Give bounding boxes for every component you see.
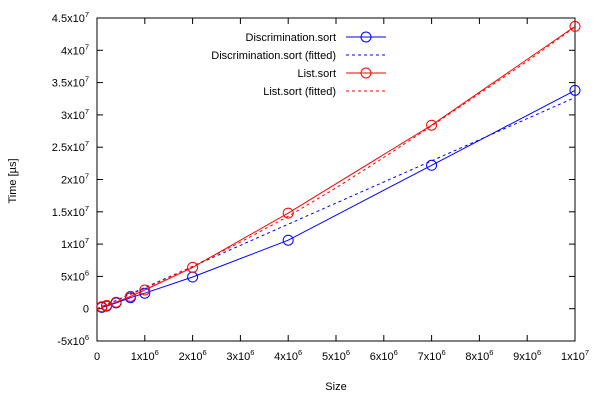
x-tick-label: 6x106 bbox=[370, 348, 398, 363]
series-line bbox=[101, 89, 576, 308]
y-tick-label: 3x107 bbox=[61, 107, 89, 122]
data-point bbox=[426, 119, 438, 131]
x-tick-label: 2x106 bbox=[179, 348, 207, 363]
legend-item: Discrimination.sort (fitted) bbox=[211, 50, 386, 62]
legend-marker bbox=[360, 67, 372, 79]
y-tick-label: 4.5x107 bbox=[52, 10, 89, 25]
legend-marker bbox=[360, 31, 372, 43]
data-point bbox=[569, 84, 581, 96]
data-point bbox=[282, 234, 294, 246]
x-tick-label: 1x106 bbox=[131, 348, 159, 363]
y-tick-label: 1x107 bbox=[61, 236, 89, 251]
data-point bbox=[569, 20, 581, 32]
series-line bbox=[101, 25, 576, 308]
axes: 0 1x106 2x106 3x106 4x106 5x106 6x106 7x106 8x10… bbox=[52, 10, 589, 363]
data-point bbox=[139, 284, 151, 296]
x-tick-label: 1x107 bbox=[561, 348, 589, 363]
legend-label: List.sort (fitted) bbox=[263, 86, 336, 98]
data-point bbox=[96, 301, 108, 313]
y-tick-label: 5x106 bbox=[61, 268, 89, 283]
data-point bbox=[101, 299, 113, 311]
y-tick-label: 0 bbox=[83, 304, 89, 316]
y-tick-label: 1.5x107 bbox=[52, 204, 89, 219]
x-tick-label: 7x106 bbox=[418, 348, 446, 363]
data-point bbox=[426, 159, 438, 171]
data-point bbox=[139, 287, 151, 299]
x-tick-label: 8x106 bbox=[465, 348, 493, 363]
data-point bbox=[110, 296, 122, 308]
y-tick-label: -5x106 bbox=[57, 333, 89, 348]
series-4 bbox=[96, 26, 576, 310]
legend-item: Discrimination.sort bbox=[246, 31, 386, 44]
legend-item: List.sort bbox=[297, 67, 386, 80]
data-point bbox=[187, 261, 199, 273]
x-axis-label: Size bbox=[325, 381, 346, 393]
x-tick-label: 9x106 bbox=[513, 348, 541, 363]
x-tick-label: 5x106 bbox=[322, 348, 350, 363]
series-3 bbox=[96, 20, 581, 313]
x-tick-label: 0 bbox=[94, 351, 100, 363]
plot-frame bbox=[96, 17, 576, 342]
x-tick-label: 3x106 bbox=[226, 348, 254, 363]
legend-label: Discrimination.sort (fitted) bbox=[211, 50, 336, 62]
series-line bbox=[96, 26, 576, 310]
legend-item: List.sort (fitted) bbox=[263, 86, 386, 98]
legend: Discrimination.sort Discrimination.sort (… bbox=[211, 31, 386, 98]
legend-label: List.sort bbox=[297, 68, 336, 80]
legend-label: Discrimination.sort bbox=[246, 32, 336, 44]
y-axis-label: Time [µs] bbox=[7, 158, 19, 203]
x-tick-label: 4x106 bbox=[274, 348, 302, 363]
series-layer bbox=[96, 20, 581, 313]
y-tick-label: 3.5x107 bbox=[52, 75, 89, 90]
y-tick-label: 4x107 bbox=[61, 42, 89, 57]
y-tick-label: 2.5x107 bbox=[52, 139, 89, 154]
y-tick-label: 2x107 bbox=[61, 172, 89, 187]
